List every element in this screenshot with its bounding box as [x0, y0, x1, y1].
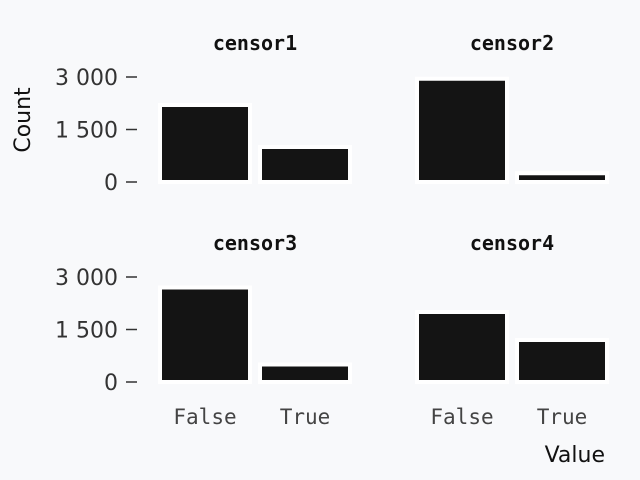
- x-tick-label: True: [537, 405, 588, 429]
- panel-title: censor2: [470, 31, 554, 55]
- bar-censor3-True: [258, 362, 352, 384]
- panel-censor3: censor3 0 1 500 3 000 False True: [55, 231, 352, 429]
- bar-censor4-True: [515, 338, 609, 384]
- y-tick-label: 3 000: [55, 266, 118, 291]
- x-axis-label: Value: [545, 443, 605, 468]
- bar-censor1-False: [158, 103, 252, 184]
- y-tick-label: 0: [104, 371, 118, 396]
- y-tick-label: 0: [104, 171, 118, 196]
- bar-censor2-True: [515, 171, 609, 184]
- bar-censor1-True: [258, 145, 352, 184]
- x-tick-label: False: [430, 405, 493, 429]
- panel-censor1: censor1 0 1 500 3 000: [55, 31, 352, 196]
- bar-censor2-False: [415, 76, 509, 184]
- y-tick-label: 1 500: [55, 319, 118, 344]
- y-axis-label: Count: [11, 87, 36, 153]
- bar-censor3-False: [158, 285, 252, 384]
- x-tick-label: True: [280, 405, 331, 429]
- panel-title: censor3: [213, 231, 297, 255]
- y-tick-label: 3 000: [55, 66, 118, 91]
- bar-censor4-False: [415, 310, 509, 384]
- panels-layer: censor1 0 1 500 3 000 censor2 censor3 0 1 500 3 …: [55, 31, 609, 429]
- panel-censor2: censor2: [415, 31, 609, 184]
- panel-title: censor1: [213, 31, 297, 55]
- y-tick-label: 1 500: [55, 119, 118, 144]
- x-tick-label: False: [173, 405, 236, 429]
- panel-title: censor4: [470, 231, 554, 255]
- panel-censor4: censor4 False True: [415, 231, 609, 429]
